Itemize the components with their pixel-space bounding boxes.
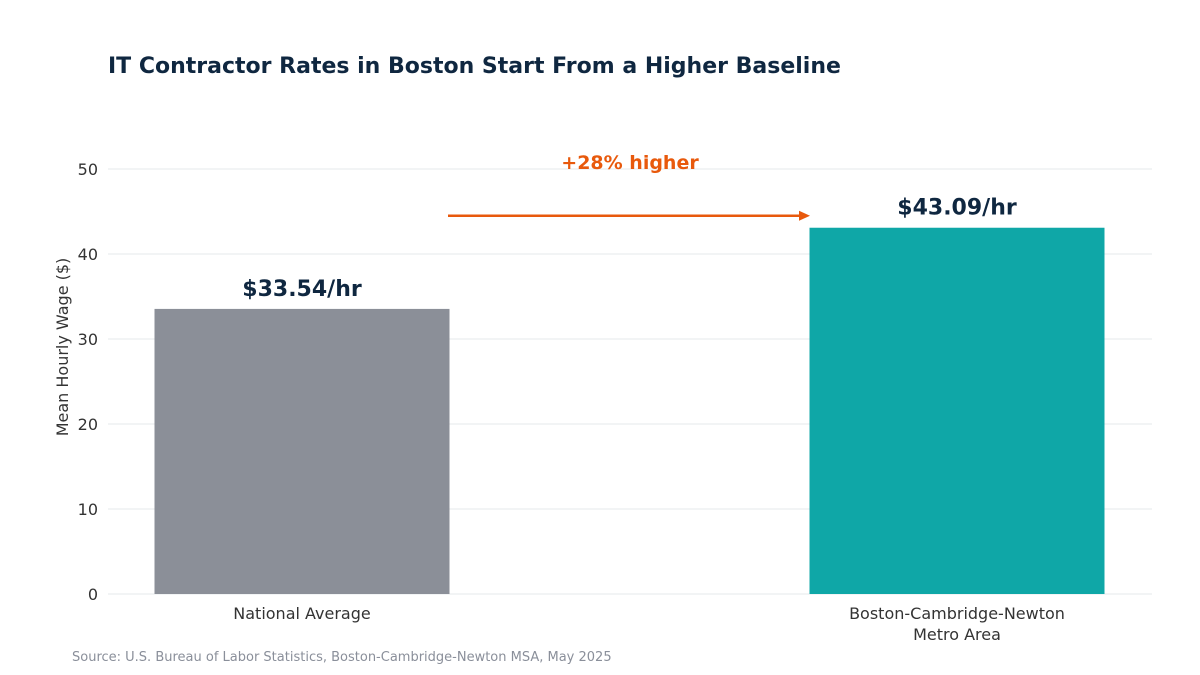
- y-axis-label: Mean Hourly Wage ($): [53, 258, 72, 437]
- y-tick-label: 30: [78, 330, 98, 349]
- data-labels: $33.54/hr $43.09/hr: [242, 196, 1017, 302]
- bars: [154, 227, 1105, 595]
- annotation: +28% higher: [448, 152, 810, 221]
- category-label: Boston-Cambridge-Newton: [849, 604, 1065, 623]
- annotation-arrow-head: [799, 210, 810, 221]
- category-label: Metro Area: [913, 625, 1001, 644]
- category-label: National Average: [233, 604, 370, 623]
- bar: [809, 227, 1105, 595]
- data-label: $33.54/hr: [242, 277, 362, 302]
- y-tick-label: 0: [88, 585, 98, 604]
- annotation-text: +28% higher: [561, 152, 699, 174]
- y-tick-label: 50: [78, 160, 98, 179]
- y-tick-label: 20: [78, 415, 98, 434]
- chart-title: IT Contractor Rates in Boston Start From…: [108, 54, 841, 79]
- y-tick-label: 10: [78, 500, 98, 519]
- data-label: $43.09/hr: [897, 196, 1017, 221]
- source-note: Source: U.S. Bureau of Labor Statistics,…: [72, 650, 612, 665]
- bar: [154, 308, 450, 594]
- category-labels: National Average Boston-Cambridge-Newton M…: [233, 604, 1065, 644]
- y-tick-label: 40: [78, 245, 98, 264]
- y-axis-ticks: 0 10 20 30 40 50: [78, 160, 98, 604]
